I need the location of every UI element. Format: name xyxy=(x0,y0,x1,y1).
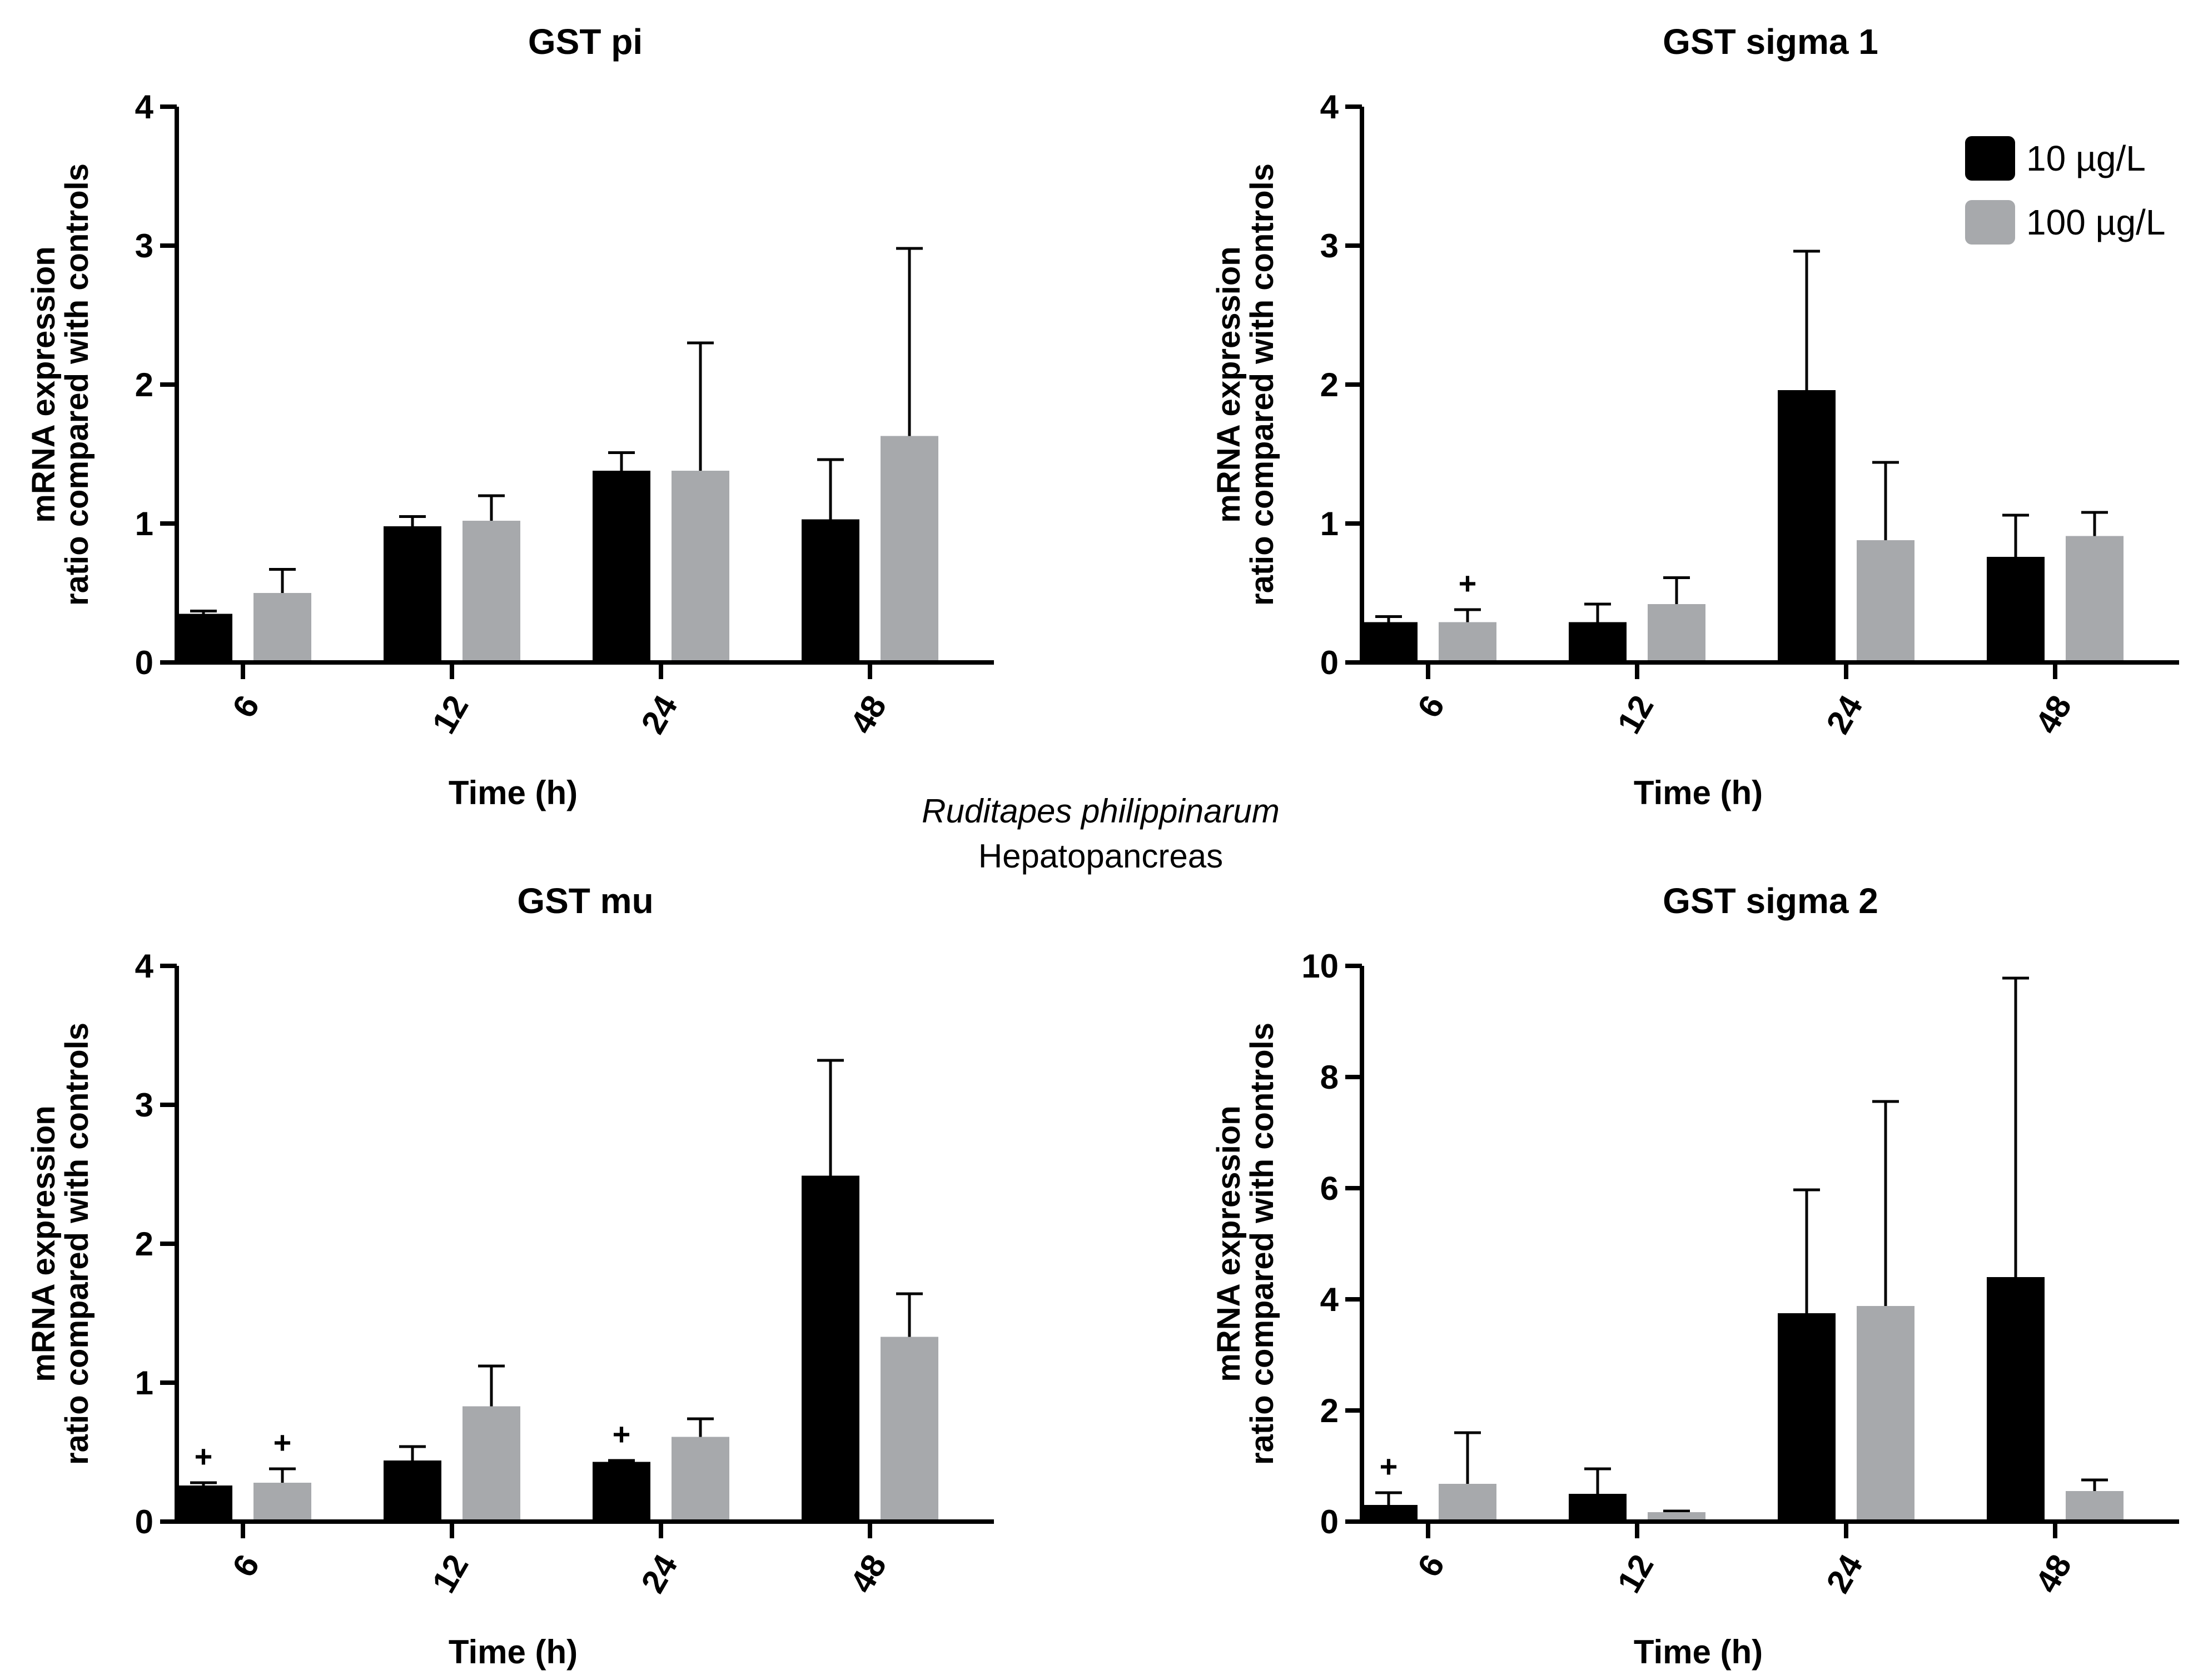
panel2-bar-high-24 xyxy=(1857,540,1914,662)
panel3-y-tick-label: 4 xyxy=(135,948,154,985)
panel3-significance-mark: + xyxy=(195,1439,213,1474)
panel1-bar-low-12 xyxy=(384,526,441,662)
panel2-x-tick-label: 48 xyxy=(2028,689,2078,740)
panel4-title: GST sigma 2 xyxy=(1663,881,1878,921)
panel3-bar-low-12 xyxy=(384,1460,441,1522)
panel4-x-tick-label: 12 xyxy=(1610,1548,1660,1599)
panel1-bar-low-6 xyxy=(175,614,232,662)
panel1-x-tick-label: 6 xyxy=(225,689,267,724)
panel2-significance-mark: + xyxy=(1459,566,1477,601)
panel2-x-tick-label: 6 xyxy=(1410,689,1452,724)
panel2-y-label-line1: mRNA expression xyxy=(1211,246,1247,522)
panel2-bar-low-24 xyxy=(1778,390,1836,662)
panel1-y-tick-label: 1 xyxy=(135,505,153,542)
panel2-y-tick-label: 1 xyxy=(1320,505,1339,542)
panel2-bar-high-12 xyxy=(1648,604,1705,662)
legend-swatch-1 xyxy=(1965,136,2015,181)
panel2-y-label-line2: ratio compared with controls xyxy=(1244,163,1280,606)
panel2-bar-high-6 xyxy=(1439,622,1496,662)
panel1-bar-high-24 xyxy=(672,471,729,662)
panel3-y-label-line2: ratio compared with controls xyxy=(59,1023,95,1465)
panel1-y-tick-label: 2 xyxy=(135,366,153,403)
panel4-significance-mark: + xyxy=(1380,1449,1398,1484)
panel1-x-label: Time (h) xyxy=(449,774,578,811)
panel2-y-tick-label: 3 xyxy=(1320,227,1339,265)
species-label: Ruditapes philippinarum xyxy=(922,792,1280,830)
panel4-bar-low-12 xyxy=(1569,1494,1627,1522)
panel4-bar-high-12 xyxy=(1648,1512,1705,1522)
panel4-y-tick-label: 6 xyxy=(1320,1170,1339,1207)
panel3-significance-mark: + xyxy=(273,1425,292,1460)
panel4-x-tick-label: 6 xyxy=(1410,1548,1452,1583)
panel1-bar-low-48 xyxy=(802,519,859,662)
panel1-y-tick-label: 4 xyxy=(135,88,154,126)
panel3-x-label: Time (h) xyxy=(449,1633,578,1671)
panel4-bar-high-24 xyxy=(1857,1306,1914,1522)
panel2-bar-low-12 xyxy=(1569,622,1627,662)
panel1-y-tick-label: 0 xyxy=(135,644,153,681)
panel1-y-label-line1: mRNA expression xyxy=(26,246,62,522)
legend-swatch-2 xyxy=(1965,200,2015,245)
panel1-bar-high-48 xyxy=(881,436,938,662)
panel3-x-tick-label: 24 xyxy=(634,1548,685,1599)
panel3-bar-high-24 xyxy=(672,1437,729,1522)
panel4-bar-low-24 xyxy=(1778,1313,1836,1522)
panel3-bar-high-12 xyxy=(463,1406,520,1522)
panel3-y-label-line1: mRNA expression xyxy=(26,1105,62,1382)
panel1-bar-high-12 xyxy=(463,521,520,662)
panel3-bar-high-48 xyxy=(881,1337,938,1522)
panel4-y-tick-label: 8 xyxy=(1320,1059,1339,1096)
panel2-bar-high-48 xyxy=(2066,536,2124,662)
tissue-label: Hepatopancreas xyxy=(978,837,1224,875)
panel4-y-tick-label: 0 xyxy=(1320,1503,1339,1541)
panel3-bar-high-6 xyxy=(253,1483,311,1522)
panel3-significance-mark: + xyxy=(613,1417,631,1452)
panel2-y-tick-label: 0 xyxy=(1320,644,1339,681)
panel1-x-tick-label: 12 xyxy=(425,689,475,740)
panel1-y-tick-label: 3 xyxy=(135,227,153,265)
panel4-y-tick-label: 2 xyxy=(1320,1392,1339,1429)
panel3-title: GST mu xyxy=(517,881,653,921)
panel4-y-tick-label: 4 xyxy=(1320,1281,1339,1318)
panel4-x-tick-label: 24 xyxy=(1819,1548,1870,1599)
panel4-bar-high-48 xyxy=(2066,1491,2124,1522)
panel4-y-label-line2: ratio compared with controls xyxy=(1244,1023,1280,1465)
panel3-bar-low-48 xyxy=(802,1175,859,1522)
panel4-x-tick-label: 48 xyxy=(2028,1548,2078,1599)
panel3-y-tick-label: 1 xyxy=(135,1364,153,1402)
panel4-bar-high-6 xyxy=(1439,1484,1496,1522)
panel2-x-tick-label: 12 xyxy=(1610,689,1660,740)
panel3-x-tick-label: 12 xyxy=(425,1548,475,1599)
legend-label-1: 10 µg/L xyxy=(2026,138,2146,178)
panel3-bar-low-24 xyxy=(593,1462,650,1522)
panel3-y-tick-label: 3 xyxy=(135,1086,153,1124)
panel1-x-tick-label: 48 xyxy=(843,689,893,740)
legend-label-2: 100 µg/L xyxy=(2026,202,2165,242)
panel2-x-label: Time (h) xyxy=(1634,774,1763,811)
panel4-bar-low-48 xyxy=(1987,1277,2045,1522)
panel2-y-tick-label: 2 xyxy=(1320,366,1339,403)
panel1-y-label-line2: ratio compared with controls xyxy=(59,163,95,606)
panel1-bar-high-6 xyxy=(253,593,311,662)
panel2-x-tick-label: 24 xyxy=(1819,689,1870,740)
panel3-y-tick-label: 0 xyxy=(135,1503,153,1541)
panel4-y-label-line1: mRNA expression xyxy=(1211,1105,1247,1382)
panel2-bar-low-6 xyxy=(1360,622,1418,662)
panel3-x-tick-label: 48 xyxy=(843,1548,893,1599)
panel2-title: GST sigma 1 xyxy=(1663,22,1878,62)
panel4-bar-low-6 xyxy=(1360,1505,1418,1522)
panel2-bar-low-48 xyxy=(1987,557,2045,662)
panel2-y-tick-label: 4 xyxy=(1320,88,1339,126)
panel1-bar-low-24 xyxy=(593,471,650,662)
panel1-x-tick-label: 24 xyxy=(634,689,685,740)
panel4-y-tick-label: 10 xyxy=(1301,948,1339,985)
panel4-x-label: Time (h) xyxy=(1634,1633,1763,1671)
panel1-title: GST pi xyxy=(528,22,643,62)
panel3-x-tick-label: 6 xyxy=(225,1548,267,1583)
panel3-bar-low-6 xyxy=(175,1485,232,1522)
panel3-y-tick-label: 2 xyxy=(135,1225,153,1263)
